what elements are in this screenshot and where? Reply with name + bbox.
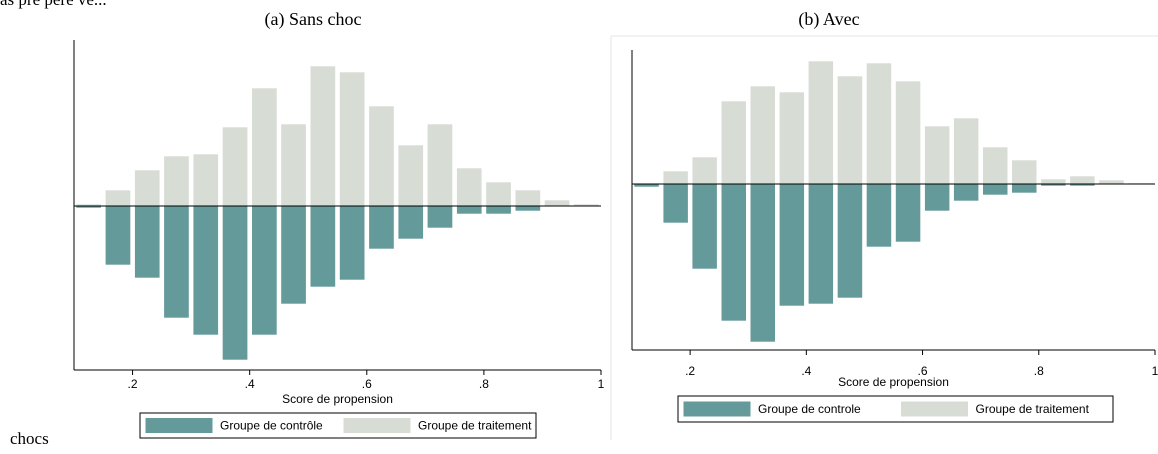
bar-control-8 (866, 183, 892, 248)
bar-treatment-8 (309, 65, 336, 207)
bar-control-7 (837, 183, 863, 299)
bar-control-9 (339, 205, 366, 281)
bar-treatment-11 (953, 117, 979, 185)
bar-treatment-5 (778, 91, 805, 185)
bar-control-1 (662, 183, 689, 224)
bar-control-2 (134, 205, 161, 279)
bar-control-12 (982, 183, 1009, 196)
bar-treatment-9 (339, 71, 366, 207)
bar-treatment-14 (485, 181, 512, 207)
bar-control-12 (426, 205, 453, 229)
bar-control-4 (749, 183, 776, 343)
chart-panel-1: .2 .4 .6 .8 1 Score de propension Groupe de co… (610, 35, 1158, 440)
bar-control-11 (953, 183, 979, 202)
bar-treatment-12 (426, 123, 453, 207)
bar-treatment-6 (251, 87, 278, 207)
panel-a-title: (a) Sans choc (264, 9, 362, 29)
bar-treatment-5 (222, 126, 248, 207)
legend-swatch-1 (901, 401, 968, 417)
bar-treatment-13 (456, 167, 483, 207)
bar-treatment-4 (749, 85, 776, 185)
x-tick-label-4: 1 (1152, 364, 1158, 378)
x-tick-label-0: .2 (685, 364, 695, 378)
bar-treatment-1 (662, 170, 689, 185)
x-tick-label-2: .6 (362, 377, 372, 391)
legend-swatch-0 (683, 401, 751, 417)
bar-control-15 (514, 205, 541, 212)
bar-control-11 (397, 205, 424, 240)
bar-control-6 (251, 205, 278, 336)
legend-label-0: Groupe de controle (758, 402, 861, 416)
bar-control-5 (222, 205, 248, 361)
bar-treatment-15 (514, 189, 541, 207)
bar-control-4 (192, 205, 219, 336)
bar-control-3 (163, 205, 190, 319)
bar-treatment-2 (691, 156, 718, 185)
chart-panel-0: .2 .4 .6 .8 1 Score de propension Groupe de co… (73, 40, 605, 439)
bar-treatment-7 (837, 75, 863, 185)
x-tick-label-4: 1 (598, 377, 605, 391)
x-tick-label-1: .4 (801, 364, 811, 378)
legend-label-1: Groupe de traitement (418, 419, 532, 433)
x-tick-label-3: .8 (1034, 364, 1044, 378)
bar-control-9 (895, 183, 921, 243)
bar-control-1 (105, 205, 131, 266)
legend-label-1: Groupe de traitement (976, 402, 1090, 416)
bar-control-2 (691, 183, 718, 270)
bar-treatment-3 (163, 155, 190, 207)
legend-label-0: Groupe de contrôle (220, 419, 323, 433)
x-tick-label-2: .6 (918, 364, 928, 378)
panel-b-title: (b) Avec (798, 9, 860, 29)
x-tick-label-1: .4 (245, 377, 255, 391)
bar-treatment-9 (895, 80, 921, 185)
bar-control-7 (280, 205, 307, 305)
bar-treatment-3 (720, 100, 747, 185)
bar-control-8 (309, 205, 336, 288)
bar-treatment-10 (924, 125, 950, 185)
bar-treatment-10 (368, 105, 395, 207)
bar-control-3 (720, 183, 747, 322)
bar-treatment-15 (1069, 175, 1096, 185)
bar-treatment-14 (1040, 178, 1067, 185)
x-tick-label-3: .8 (479, 377, 489, 391)
bar-control-5 (778, 183, 805, 307)
legend-swatch-0 (145, 418, 213, 433)
bar-treatment-4 (192, 153, 219, 207)
x-axis-label: Score de propension (838, 375, 949, 389)
cropped-caption-word: chocs (10, 429, 49, 448)
bar-treatment-1 (105, 189, 131, 207)
bar-control-14 (485, 205, 512, 215)
cropped-text-fragment: as pré pere ve... (0, 0, 107, 10)
bar-treatment-11 (397, 144, 424, 207)
bar-control-10 (924, 183, 950, 212)
x-axis-label: Score de propension (282, 392, 393, 406)
bar-control-10 (368, 205, 395, 250)
bar-treatment-13 (1011, 159, 1038, 185)
bar-treatment-8 (866, 62, 892, 185)
legend-swatch-1 (343, 418, 411, 433)
bar-treatment-2 (134, 169, 161, 207)
bar-treatment-16 (1098, 179, 1125, 185)
bar-control-13 (1011, 183, 1038, 194)
bar-treatment-16 (544, 199, 571, 207)
bar-treatment-7 (280, 123, 307, 207)
bar-control-6 (807, 183, 834, 305)
bar-treatment-12 (982, 146, 1009, 185)
bar-control-13 (456, 205, 483, 215)
bar-treatment-6 (807, 60, 834, 185)
x-tick-label-0: .2 (128, 377, 138, 391)
